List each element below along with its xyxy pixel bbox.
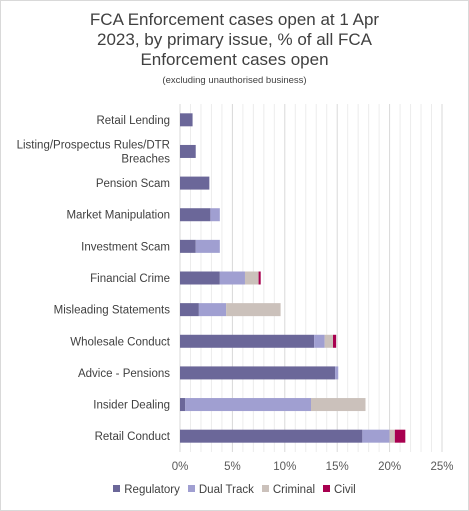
legend-swatch xyxy=(261,485,269,492)
bar-segment xyxy=(335,366,339,380)
category-label: Investment Scam xyxy=(81,241,170,253)
bar-segment xyxy=(180,429,363,443)
x-tick-label: 15% xyxy=(326,461,349,473)
chart-title-line: 2023, by primary issue, % of all FCA xyxy=(97,30,372,49)
bar-segment xyxy=(180,113,193,127)
x-tick-label: 10% xyxy=(273,461,296,473)
x-tick-label: 20% xyxy=(378,461,401,473)
chart-title-line: FCA Enforcement cases open at 1 Apr xyxy=(89,10,380,29)
x-tick-label: 25% xyxy=(430,461,453,473)
legend-label: Criminal xyxy=(272,484,316,496)
legend-label: Civil xyxy=(334,484,356,496)
legend-swatch xyxy=(323,485,331,492)
category-label: Retail Lending xyxy=(96,115,170,127)
x-tick-label: 5% xyxy=(224,461,241,473)
category-label: Retail Conduct xyxy=(95,431,171,443)
legend-swatch xyxy=(113,485,121,492)
category-label: Advice - Pensions xyxy=(78,368,170,380)
bar-segment xyxy=(210,208,220,222)
legend-item: Dual Track xyxy=(187,484,254,496)
bar-segment xyxy=(180,398,186,412)
chart-title: FCA Enforcement cases open at 1 Apr 2023… xyxy=(0,10,469,70)
bar-segment xyxy=(219,271,245,285)
bar-segment xyxy=(226,303,281,317)
bar-segment xyxy=(180,334,315,348)
bar-segment xyxy=(180,271,220,285)
bar-segment xyxy=(258,271,261,285)
bar-segment xyxy=(394,429,406,443)
bar-segment xyxy=(244,271,259,285)
bar-segment xyxy=(180,176,210,190)
bar-segment xyxy=(198,303,227,317)
bar-segment xyxy=(311,398,366,412)
bar-segment xyxy=(324,334,334,348)
category-label: Insider Dealing xyxy=(93,400,170,412)
legend-label: Regulatory xyxy=(124,484,180,496)
legend-swatch xyxy=(187,485,195,492)
category-label: Pension Scam xyxy=(96,178,170,190)
bar-segment xyxy=(180,239,196,253)
category-label: Market Manipulation xyxy=(66,210,170,222)
bar-segment xyxy=(389,429,395,443)
legend-item: Civil xyxy=(323,484,356,496)
category-label: Listing/Prospectus Rules/DTR Breaches xyxy=(17,139,171,165)
category-label: Wholesale Conduct xyxy=(70,336,171,348)
bar-segment xyxy=(185,398,311,412)
bar-segment xyxy=(180,144,196,158)
legend-item: Regulatory xyxy=(113,484,180,496)
legend-item: Criminal xyxy=(261,484,316,496)
category-label: Misleading Statements xyxy=(54,305,171,317)
chart-legend: Regulatory Dual Track Criminal Civil xyxy=(0,484,469,496)
chart-title-line: Enforcement cases open xyxy=(140,50,329,69)
bar-segment xyxy=(180,303,199,317)
bar-segment xyxy=(362,429,390,443)
category-label: Financial Crime xyxy=(90,273,170,285)
x-tick-label: 0% xyxy=(172,461,189,473)
bar-segment xyxy=(333,334,337,348)
chart-subtitle: (excluding unauthorised business) xyxy=(162,75,307,86)
bar-segment xyxy=(180,208,211,222)
bar-segment xyxy=(195,239,220,253)
bar-segment xyxy=(314,334,325,348)
bar-segment xyxy=(180,366,336,380)
legend-label: Dual Track xyxy=(198,484,254,496)
